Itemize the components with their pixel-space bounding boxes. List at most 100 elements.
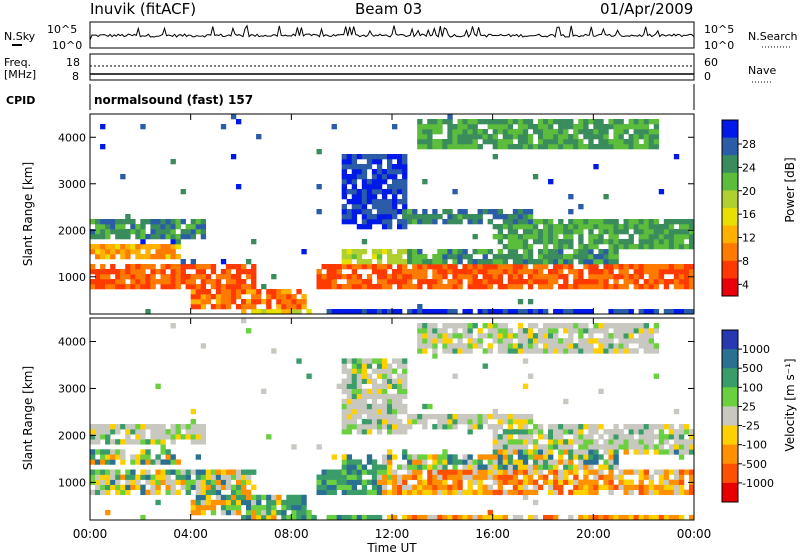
power-cell — [195, 274, 202, 280]
power-cell — [220, 289, 227, 295]
power-cell — [618, 274, 624, 280]
velocity-cell — [130, 439, 136, 445]
velocity-cell — [623, 338, 629, 344]
power-cell — [543, 124, 549, 130]
power-cell — [588, 129, 594, 135]
velocity-cell — [417, 489, 423, 496]
velocity-cell — [532, 499, 539, 506]
velocity-cell — [558, 429, 564, 435]
x-tick-label: 08:00 — [274, 527, 309, 541]
time-axis: 00:00 04:00 08:00 12:00 16:00 20:00 00:00 — [73, 114, 711, 541]
power-cell — [688, 269, 695, 275]
velocity-cell — [311, 514, 317, 521]
velocity-cell — [447, 484, 453, 490]
velocity-cell — [623, 424, 629, 430]
velocity-cell — [618, 343, 624, 349]
velocity-cell — [271, 504, 277, 511]
velocity-cell — [638, 469, 644, 475]
power-cell — [351, 254, 358, 260]
velocity-cell — [653, 323, 660, 329]
velocity-cell — [573, 454, 579, 460]
velocity-cell — [633, 484, 639, 490]
power-cell — [235, 279, 242, 285]
power-cell — [281, 304, 287, 310]
power-cell — [522, 219, 529, 225]
power-cell — [467, 309, 473, 315]
power-cell — [643, 129, 649, 135]
power-cell — [588, 264, 594, 270]
power-cell — [598, 119, 604, 125]
velocity-cell — [386, 474, 393, 480]
power-cell — [130, 244, 136, 250]
velocity-cell — [241, 489, 247, 496]
power-cell — [613, 219, 619, 225]
velocity-cell — [688, 474, 695, 480]
velocity-cell — [165, 484, 171, 490]
power-cell — [376, 279, 383, 285]
power-cell — [422, 259, 428, 265]
velocity-cell — [522, 454, 529, 460]
power-cell — [507, 119, 514, 125]
power-cell — [361, 199, 368, 205]
power-cell — [296, 289, 302, 295]
velocity-cell — [215, 499, 222, 506]
velocity-cell — [638, 429, 644, 435]
velocity-cell — [527, 489, 534, 496]
power-cell — [613, 284, 619, 290]
power-cell — [543, 244, 549, 250]
power-cell — [256, 299, 262, 305]
power-cell — [522, 139, 529, 145]
power-cell — [548, 119, 554, 125]
velocity-cell — [548, 469, 554, 475]
power-cell — [553, 279, 559, 285]
velocity-cell — [170, 439, 176, 445]
power-cell — [517, 299, 524, 305]
velocity-cell — [613, 323, 619, 329]
power-cell — [381, 204, 388, 210]
power-cell — [115, 224, 121, 230]
power-cell — [548, 259, 554, 265]
velocity-cell — [100, 469, 106, 475]
power-cell — [487, 279, 493, 285]
velocity-cell — [422, 413, 428, 420]
velocity-cell — [432, 413, 438, 420]
velocity-cell — [442, 514, 448, 521]
power-cell — [548, 144, 554, 150]
power-cell — [326, 269, 332, 275]
velocity-cell — [175, 429, 181, 435]
power-cell — [185, 274, 191, 280]
power-cell — [588, 219, 594, 225]
velocity-cell — [512, 348, 519, 354]
velocity-cell — [507, 338, 514, 344]
power-cell — [155, 254, 161, 260]
power-cell — [170, 274, 176, 280]
power-cell — [442, 209, 448, 215]
velocity-cell — [543, 454, 549, 460]
velocity-cell — [472, 469, 478, 475]
power-cell — [512, 144, 519, 150]
y-tick-label: 1000 — [58, 271, 86, 284]
power-cell — [185, 264, 191, 270]
power-cell — [316, 284, 322, 290]
velocity-cell — [371, 368, 378, 374]
power-cell — [220, 304, 227, 310]
power-cell — [125, 229, 131, 235]
power-cell — [241, 264, 247, 270]
power-cell — [392, 279, 398, 285]
power-cell — [537, 239, 544, 245]
power-cell — [432, 284, 438, 290]
power-cell — [663, 309, 670, 315]
power-cell — [452, 214, 458, 220]
power-cell — [150, 284, 156, 290]
velocity-cell — [190, 469, 196, 475]
power-cell — [165, 249, 171, 255]
power-cell — [663, 219, 670, 225]
velocity-cell — [392, 484, 398, 490]
velocity-cell — [376, 479, 383, 485]
velocity-cell — [583, 449, 589, 455]
velocity-cell — [356, 489, 363, 496]
velocity-cell — [668, 514, 675, 521]
velocity-cell — [502, 323, 509, 329]
velocity-cell — [397, 464, 403, 470]
velocity-cell — [568, 449, 574, 455]
